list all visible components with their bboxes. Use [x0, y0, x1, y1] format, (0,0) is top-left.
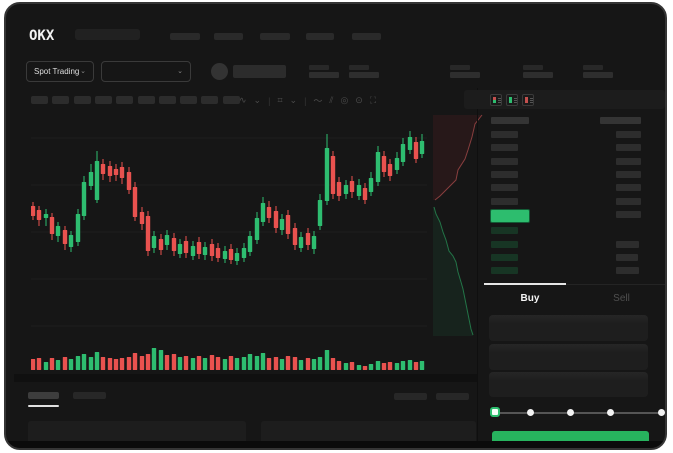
ask-row[interactable] [491, 171, 518, 178]
pair-name-placeholder [233, 65, 286, 78]
panel-divider [477, 88, 478, 448]
compare-icon[interactable]: ⫽ [329, 95, 334, 105]
separator: | [268, 95, 271, 106]
line-tool-icon[interactable]: 〜 [313, 96, 323, 106]
ask-row[interactable] [491, 158, 518, 165]
price-input-placeholder[interactable] [489, 315, 648, 341]
bid-row[interactable] [491, 227, 518, 234]
camera-icon[interactable]: ◎ [340, 95, 349, 105]
chart-style-icon[interactable]: ∿ [239, 95, 247, 105]
slider-stop[interactable] [527, 409, 534, 416]
buy-tab-indicator [484, 283, 566, 285]
tab-bar-divider [484, 284, 665, 285]
chevron-down-icon: ⌄ [80, 68, 86, 75]
timeframe-slot[interactable] [94, 96, 112, 104]
timeframe-slot[interactable] [180, 96, 198, 104]
bid-row[interactable] [491, 241, 518, 248]
slider-handle-selected[interactable] [490, 407, 500, 417]
candlestick-chart [31, 131, 427, 327]
window-bezel [6, 441, 665, 448]
tab-buy[interactable]: Buy [520, 292, 540, 304]
bottom-tab-active-placeholder[interactable] [28, 392, 59, 399]
chevron-down-icon[interactable]: ⌄ [253, 95, 262, 105]
depth-chart [433, 114, 483, 336]
timeframe-slot[interactable] [222, 96, 240, 104]
ask-row[interactable] [491, 131, 518, 138]
ask-row[interactable] [616, 131, 641, 138]
ask-row[interactable] [616, 144, 641, 151]
bid-row[interactable] [616, 241, 639, 248]
timeframe-slot[interactable] [201, 96, 219, 104]
active-tab-underline [28, 405, 59, 407]
amount-input-placeholder[interactable] [489, 344, 648, 370]
timeframe-slot[interactable] [31, 96, 48, 104]
indicator-icon[interactable]: ⌗ [277, 95, 283, 105]
chart-toolbar-icons[interactable]: ∿ ⌄ | ⌗ ⌄ | 〜 ⫽ ◎ ⊙ ⛶ [239, 94, 376, 107]
bottom-tab-placeholder[interactable] [73, 392, 106, 399]
orderbook-view-asks-icon[interactable] [522, 94, 534, 106]
ticker-stat [523, 65, 557, 79]
bid-row[interactable] [491, 254, 518, 261]
slider-stop[interactable] [567, 409, 574, 416]
chevron-down-icon[interactable]: ⌄ [289, 95, 298, 105]
last-price-highlight[interactable] [490, 209, 530, 223]
total-input-placeholder[interactable] [489, 372, 648, 397]
search-placeholder[interactable] [75, 29, 140, 40]
ticker-stat [583, 65, 617, 79]
bottom-action-placeholder[interactable] [394, 393, 427, 400]
ticker-stat [349, 65, 383, 79]
bid-row[interactable] [616, 254, 638, 261]
bid-row[interactable] [491, 267, 518, 274]
amount-slider-track[interactable] [495, 412, 663, 414]
nav-item-placeholder[interactable] [214, 33, 243, 40]
pair-selector[interactable]: ⌄ [101, 61, 191, 82]
tab-sell[interactable]: Sell [613, 292, 630, 304]
nav-item-placeholder[interactable] [352, 33, 381, 40]
market-type-selector[interactable]: Spot Trading ⌄ [26, 61, 94, 82]
settings-icon[interactable]: ⊙ [355, 95, 363, 105]
nav-item-placeholder[interactable] [260, 33, 290, 40]
ask-row[interactable] [491, 144, 518, 151]
volume-bars [31, 348, 425, 370]
timeframe-slot[interactable] [137, 96, 155, 104]
ask-row[interactable] [616, 158, 641, 165]
fullscreen-icon[interactable]: ⛶ [369, 95, 377, 105]
ask-row[interactable] [491, 184, 518, 191]
timeframe-slot[interactable] [73, 96, 91, 104]
ticker-stat [309, 65, 343, 79]
ask-row[interactable] [616, 171, 641, 178]
timeframe-slot[interactable] [158, 96, 176, 104]
pair-avatar [211, 63, 228, 80]
ask-row[interactable] [491, 198, 518, 205]
slider-stop[interactable] [607, 409, 614, 416]
okx-logo[interactable]: OKX [29, 28, 55, 44]
ticker-stat [450, 65, 484, 79]
trading-app: OKX Spot Trading ⌄ ⌄ ∿ ⌄ | ⌗ ⌄ | 〜 ⫽ ◎ ⊙ ⛶ [4, 2, 667, 450]
orderbook-view-bids-icon[interactable] [506, 94, 518, 106]
nav-item-placeholder[interactable] [306, 33, 334, 40]
market-type-label: Spot Trading [34, 67, 80, 76]
timeframe-slot[interactable] [52, 96, 70, 104]
nav-item-placeholder[interactable] [170, 33, 200, 40]
slider-stop[interactable] [658, 409, 665, 416]
price-row-size[interactable] [616, 211, 641, 218]
bid-row[interactable] [616, 267, 639, 274]
ask-row[interactable] [616, 198, 641, 205]
ask-row[interactable] [616, 184, 641, 191]
section-divider [14, 374, 477, 382]
timeframe-slot[interactable] [116, 96, 134, 104]
chevron-down-icon: ⌄ [177, 68, 183, 75]
orderbook-view-combined-icon[interactable] [490, 94, 502, 106]
orderbook-header[interactable] [600, 117, 641, 124]
orderbook-header[interactable] [491, 117, 529, 124]
separator: | [304, 95, 307, 106]
bottom-action-placeholder[interactable] [436, 393, 469, 400]
